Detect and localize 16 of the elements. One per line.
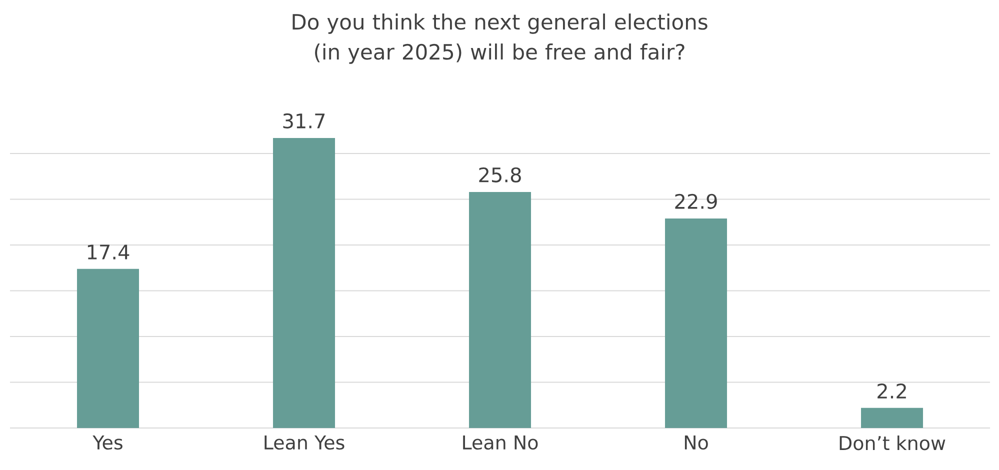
bar bbox=[273, 138, 336, 428]
x-tick-label: Lean No bbox=[463, 436, 538, 450]
data-label: 17.4 bbox=[88, 244, 130, 260]
bar bbox=[77, 268, 139, 428]
data-label: 22.9 bbox=[675, 194, 717, 209]
x-tick-label: Lean Yes bbox=[264, 436, 344, 450]
chart-title: Do you think the next general elections (in year 2025) will be free and fair? bbox=[292, 14, 708, 64]
data-label: 31.7 bbox=[283, 113, 325, 128]
x-tick-label: Don’t know bbox=[840, 436, 946, 450]
bar bbox=[469, 192, 532, 428]
x-tick-label: No bbox=[684, 436, 708, 450]
bar bbox=[861, 408, 924, 428]
x-tick-label: Yes bbox=[92, 436, 122, 450]
data-label: 2.2 bbox=[878, 384, 906, 398]
bar bbox=[665, 218, 728, 428]
data-label: 25.8 bbox=[479, 167, 521, 182]
